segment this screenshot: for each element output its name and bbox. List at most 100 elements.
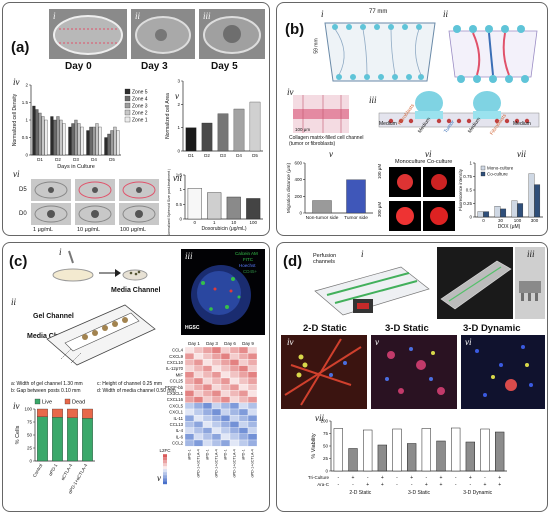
heatmap-cell [247,365,258,372]
heatmap-cell [184,402,195,410]
x-axis-label: Days in Culture [57,164,95,170]
vi-row-300: 300 μM [377,201,382,217]
y-tick-label: 0.5 [176,202,183,207]
x-tick-label: 1 [213,220,216,225]
heatmap-cell [202,433,213,441]
bar [68,126,72,156]
y-tick-label: 1 [177,125,180,130]
sub-label-vii: vii [517,149,526,159]
legend-label: Zone 4 [132,97,148,103]
y-tick-label: 0 [25,153,28,158]
heatmap-cell [229,390,240,397]
bar [185,127,197,152]
heatmap-cell [193,346,204,354]
heatmap-x-label: αPD-1 [242,449,246,460]
y-axis-label: Normalized cell Area [165,93,171,139]
heatmap-cell [238,371,249,379]
heatmap-cell [184,408,195,416]
sem-image-day0 [49,9,127,59]
bar [201,122,213,152]
x-tick-label: D3 [73,157,79,162]
heatmap-cell [238,384,249,391]
dim-height: 59 mm [313,38,320,54]
sub-label-iv: iv [13,77,20,87]
bar [52,408,63,418]
group-label: 3-D Dynamic [463,490,492,496]
heatmap-cell [184,359,195,366]
heatmap-cell [184,384,195,391]
heatmap-row-label: CCL2 [172,441,184,446]
heatmap-day-label: Day 6 [224,341,236,346]
heatmap-cell [220,384,231,391]
panel-c-label: (c) [9,253,28,270]
sub-label-ii: ii [135,11,141,21]
y-axis-label: Fluorescence intensity [458,168,463,211]
heatmap-cell [202,365,213,372]
sign-arac: - [469,482,471,488]
sub-label-iv: iv [287,87,294,97]
heatmap-cell [202,384,213,391]
heatmap-cell [247,421,258,428]
y-tick-label: 50 [27,433,33,438]
sign-arac: - [455,482,457,488]
heatmap-cell [211,433,222,441]
y-tick-label: 0.75 [463,174,472,179]
heatmap-cell [184,365,195,372]
heatmap-cell [184,396,195,403]
y-tick-label: 75 [27,420,33,425]
scale-cell [163,475,167,479]
bar [41,116,45,156]
heatmap-x-label: αPD-1+αCTLA-4 [215,449,219,477]
bar [348,448,358,472]
heatmap-cell [193,384,204,391]
row-label-tri: Tri-Culture [308,475,330,480]
conc-label-1: 1 μg/mL [33,227,53,233]
bar [333,428,343,472]
scale-cell [163,481,167,485]
panel-d: (d) i ii Perfusion channels iii 2-D Stat… [276,242,548,512]
heatmap-cell [220,371,231,379]
heatmap-cell [220,390,231,397]
bar [451,427,461,472]
y-tick-label: 1.5 [176,173,183,178]
x-tick-label: D4 [236,153,242,158]
x-tick-label: Tumor side [344,215,368,221]
heatmap-cell [238,365,249,372]
heatmap-cell [193,353,204,360]
heatmap-cell [247,353,258,360]
heatmap-cell [238,402,249,410]
media-channel-top-label: Media Channel [111,287,161,294]
heatmap-cell [211,439,222,447]
spheroid-image-3 [119,179,159,201]
y-tick-label: 50 [323,444,329,449]
heatmap-cell [229,396,240,403]
micrograph-3d-dynamic [461,335,545,409]
legend-swatch [480,171,486,177]
heatmap-cell [193,365,204,372]
panel-c: (c) i ii Media Channel Gel Channel Media… [2,242,270,512]
spheroid-image-6 [119,203,159,225]
legend-hoechst: Hoechst [239,263,256,268]
x-tick-label: D1 [37,157,43,162]
bar [207,192,222,220]
heatmap-cell [247,377,258,385]
heatmap-row-label: CX3CL1 [167,391,184,396]
heatmap-cell [247,359,258,366]
heatmap-x-label: αPD-1 [206,449,210,460]
y-tick-label: 0 [177,149,180,154]
y-tick-label: 400 [294,177,302,182]
panel-b-label: (b) [285,21,305,38]
heatmap-cell [238,439,249,447]
y-tick-label: 75 [323,431,329,436]
y-axis-label: Migration distance (μm) [286,162,292,213]
heatmap-cell [202,415,213,422]
heatmap-cell [247,415,258,422]
heatmap-row-label: IL-12p70 [166,366,184,371]
bar [104,137,108,156]
y-tick-label: 200 [294,194,302,199]
legend-label: Zone 5 [132,90,148,96]
sub-label-i: i [53,11,56,21]
heatmap-cell [193,402,204,410]
